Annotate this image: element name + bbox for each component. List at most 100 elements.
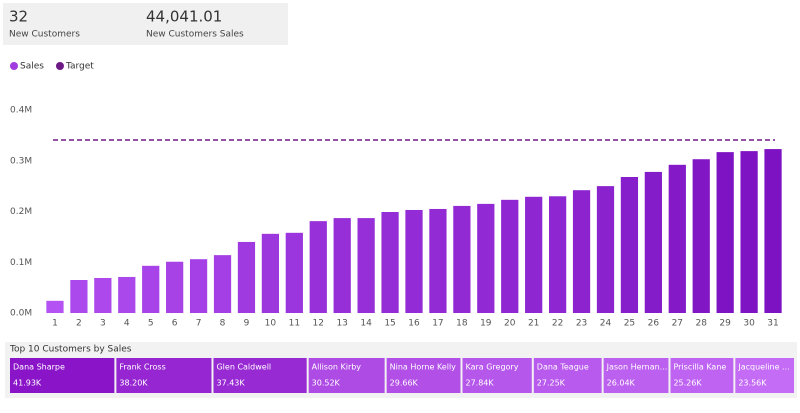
tile-value: 29.66K xyxy=(390,379,419,388)
bar xyxy=(572,190,591,313)
x-tick-label: 12 xyxy=(313,319,324,329)
bar xyxy=(668,164,686,313)
bar xyxy=(333,218,351,313)
tile-name: Kara Gregory xyxy=(465,363,518,372)
bar xyxy=(381,212,399,313)
bar xyxy=(309,221,327,313)
x-tick-label: 24 xyxy=(600,319,612,329)
x-tick-label: 6 xyxy=(172,319,178,329)
tile-name: Dana Teague xyxy=(537,363,589,372)
bar xyxy=(429,208,447,313)
bar xyxy=(740,151,758,313)
bar xyxy=(118,276,136,313)
x-tick-label: 25 xyxy=(624,319,635,329)
bar xyxy=(548,196,567,313)
card-label: New Customers xyxy=(9,30,80,40)
x-tick-label: 29 xyxy=(719,319,731,329)
tile-value: 25.26K xyxy=(673,379,702,388)
x-tick-label: 30 xyxy=(743,319,755,329)
bar xyxy=(620,176,639,313)
x-tick-label: 17 xyxy=(432,319,443,329)
y-tick-label: 0.4M xyxy=(10,106,32,116)
bar xyxy=(716,152,734,313)
x-tick-label: 10 xyxy=(265,319,277,329)
y-tick-label: 0.2M xyxy=(10,207,32,217)
treemap-title: Top 10 Customers by Sales xyxy=(9,345,132,355)
bar xyxy=(94,277,112,313)
x-tick-label: 26 xyxy=(648,319,660,329)
treemap-tile xyxy=(308,358,385,393)
y-tick-label: 0.0M xyxy=(10,309,32,319)
bar xyxy=(70,280,88,313)
treemap-tile xyxy=(386,358,461,393)
tile-value: 27.84K xyxy=(465,379,494,388)
treemap-tile xyxy=(670,358,734,393)
x-tick-label: 14 xyxy=(360,319,372,329)
x-tick-label: 22 xyxy=(552,319,563,329)
treemap-tile xyxy=(462,358,532,393)
x-tick-label: 23 xyxy=(576,319,587,329)
bar xyxy=(285,232,303,313)
x-tick-label: 18 xyxy=(456,319,468,329)
x-tick-label: 21 xyxy=(528,319,539,329)
bar xyxy=(525,196,543,313)
bar xyxy=(46,300,64,313)
bar xyxy=(477,203,495,313)
card-value: 32 xyxy=(9,8,28,26)
tile-value: 26.04K xyxy=(607,379,636,388)
x-tick-label: 3 xyxy=(100,319,106,329)
x-tick-label: 8 xyxy=(220,319,226,329)
tile-name: Nina Horne Kelly xyxy=(390,363,457,372)
treemap-tile xyxy=(533,358,602,393)
tile-value: 37.43K xyxy=(216,379,245,388)
card-panel xyxy=(3,3,288,45)
bar xyxy=(692,159,710,313)
legend-marker xyxy=(10,62,18,70)
treemap-tile xyxy=(735,358,794,393)
x-tick-label: 1 xyxy=(52,319,58,329)
legend-label: Target xyxy=(65,62,94,72)
tile-value: 23.56K xyxy=(738,379,767,388)
bar xyxy=(213,255,232,313)
tile-value: 30.52K xyxy=(312,379,341,388)
x-tick-label: 20 xyxy=(504,319,516,329)
tile-value: 41.93K xyxy=(13,379,42,388)
x-tick-label: 16 xyxy=(408,319,420,329)
card-label: New Customers Sales xyxy=(146,30,244,40)
x-tick-label: 2 xyxy=(76,319,82,329)
x-tick-label: 27 xyxy=(672,319,683,329)
treemap-tile xyxy=(603,358,669,393)
legend-marker xyxy=(55,62,64,70)
treemap-tile xyxy=(10,358,115,393)
bar xyxy=(764,149,782,313)
bar xyxy=(142,265,160,313)
tile-value: 38.20K xyxy=(119,379,148,388)
x-tick-label: 9 xyxy=(244,319,250,329)
y-tick-label: 0.1M xyxy=(10,258,32,268)
bar xyxy=(261,233,280,313)
bar xyxy=(166,261,184,313)
bar xyxy=(644,171,662,313)
x-tick-label: 15 xyxy=(384,319,395,329)
x-tick-label: 19 xyxy=(480,319,492,329)
bar xyxy=(189,259,208,313)
x-tick-label: 5 xyxy=(148,319,154,329)
x-tick-label: 11 xyxy=(289,319,300,329)
tile-value: 27.25K xyxy=(537,379,566,388)
bar xyxy=(357,218,375,313)
bar xyxy=(453,205,471,313)
y-tick-label: 0.3M xyxy=(10,156,32,166)
tile-name: Allison Kirby xyxy=(312,363,362,372)
tile-name: Dana Sharpe xyxy=(13,363,65,372)
legend-label: Sales xyxy=(20,62,44,72)
tile-name: Jacqueline ... xyxy=(737,363,789,372)
treemap-tile xyxy=(116,358,212,393)
x-tick-label: 7 xyxy=(196,319,202,329)
x-tick-label: 4 xyxy=(124,319,130,329)
x-tick-label: 13 xyxy=(336,319,347,329)
x-tick-label: 31 xyxy=(767,319,778,329)
x-tick-label: 28 xyxy=(695,319,707,329)
bar xyxy=(405,209,423,313)
tile-name: Priscilla Kane xyxy=(673,363,726,372)
